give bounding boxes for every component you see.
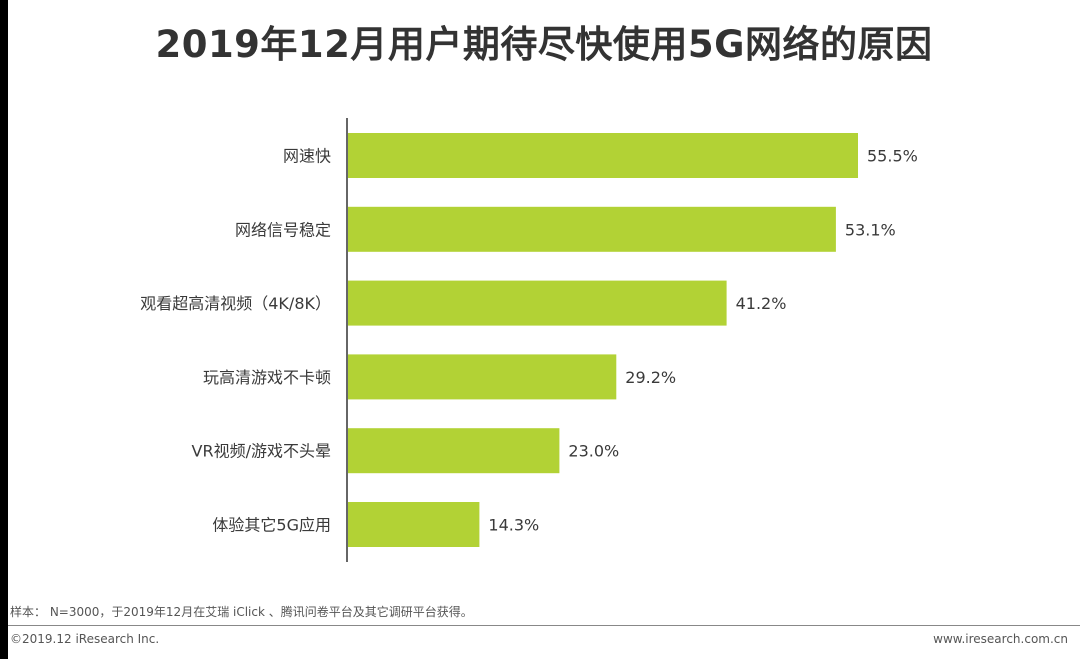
value-label-2: 53.1% <box>845 220 896 239</box>
value-label-3: 41.2% <box>736 294 787 313</box>
value-label-4: 29.2% <box>625 368 676 387</box>
bar-6 <box>348 502 480 547</box>
value-label-1: 55.5% <box>867 147 918 166</box>
footer-divider <box>8 625 1080 626</box>
bar-2 <box>348 206 836 252</box>
chart-panel <box>8 0 1080 659</box>
bar-3 <box>348 280 727 326</box>
category-label-3: 观看超高清视频（4K/8K） <box>140 294 331 313</box>
category-label-4: 玩高清游戏不卡顿 <box>203 368 331 387</box>
category-label-2: 网络信号稳定 <box>235 220 331 239</box>
chart-title: 2019年12月用户期待尽快使用5G网络的原因 <box>155 23 933 66</box>
value-label-5: 23.0% <box>568 442 619 461</box>
sample-note: 样本： N=3000，于2019年12月在艾瑞 iClick 、腾讯问卷平台及其… <box>10 605 473 619</box>
website-text: www.iresearch.com.cn <box>933 632 1068 646</box>
category-label-6: 体验其它5G应用 <box>212 516 331 535</box>
value-label-6: 14.3% <box>488 516 539 535</box>
bar-1 <box>348 133 858 178</box>
category-label-5: VR视频/游戏不头晕 <box>192 442 331 461</box>
bar-4 <box>348 354 617 400</box>
copyright-text: ©2019.12 iResearch Inc. <box>10 632 160 646</box>
category-label-1: 网速快 <box>283 147 331 166</box>
bar-5 <box>348 428 560 474</box>
